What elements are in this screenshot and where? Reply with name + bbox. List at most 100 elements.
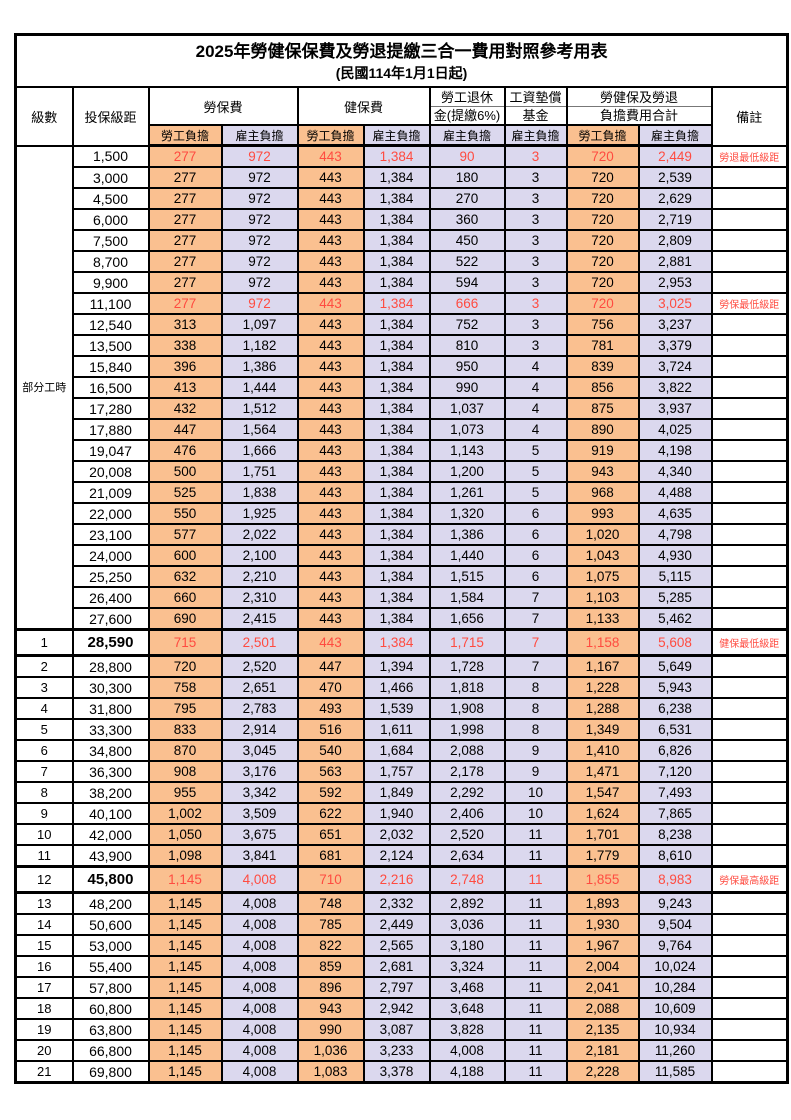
note-cell <box>710 187 789 210</box>
wage-fund-employer-cell: 5 <box>503 439 568 462</box>
bracket-cell: 7,500 <box>71 229 150 252</box>
labor-employee-cell: 1,002 <box>147 802 223 825</box>
labor-employee-cell: 500 <box>147 460 223 483</box>
wage-fund-employer-cell: 10 <box>503 781 568 804</box>
table-row: 10 42,000 1,050 3,675 651 2,032 2,520 11 1,701 8,… <box>14 823 789 846</box>
level-cell: 14 <box>14 913 74 936</box>
pension-employer-cell: 1,656 <box>428 607 506 631</box>
labor-employer-cell: 4,008 <box>220 891 299 915</box>
wage-fund-employer-cell: 3 <box>503 292 568 315</box>
total-employer-cell: 7,865 <box>637 802 713 825</box>
total-employee-cell: 1,349 <box>565 718 640 741</box>
labor-employer-cell: 2,914 <box>220 718 299 741</box>
pension-employer-cell: 4,008 <box>428 1039 506 1062</box>
health-employer-cell: 2,449 <box>362 913 431 936</box>
table-row: 12 45,800 1,145 4,008 710 2,216 2,748 11 1,855 8,… <box>14 865 789 894</box>
total-header-line1: 勞健保及勞退 <box>568 89 710 107</box>
pension-employer-cell: 522 <box>428 250 506 273</box>
wage-fund-employer-cell: 3 <box>503 334 568 357</box>
total-employer-cell: 7,493 <box>637 781 713 804</box>
table-row: 15,840 396 1,386 443 1,384 950 4 839 3,724 <box>16 355 789 378</box>
note-cell <box>710 586 789 609</box>
note-cell <box>710 997 789 1020</box>
table-title-block: 2025年勞健保保費及勞退提繳三合一費用對照參考用表 (民國114年1月1日起) <box>14 33 789 88</box>
total-employer-cell: 7,120 <box>637 760 713 783</box>
wage-fund-employer-cell: 3 <box>503 208 568 231</box>
note-cell <box>710 760 789 783</box>
pension-employer-cell: 3,468 <box>428 976 506 999</box>
total-employee-cell: 1,967 <box>565 934 640 957</box>
total-employee-cell: 720 <box>565 292 640 315</box>
table-row: 25,250 632 2,210 443 1,384 1,515 6 1,075 5,115 <box>16 565 789 588</box>
table-row: 20 66,800 1,145 4,008 1,036 3,233 4,008 11 2,181… <box>14 1039 789 1062</box>
note-cell <box>710 781 789 804</box>
health-employee-cell: 1,036 <box>296 1039 365 1062</box>
labor-employer-cell: 1,444 <box>220 376 299 399</box>
subheader-labor-employer: 雇主負擔 <box>220 124 299 147</box>
subheader-wage-fund-employer: 雇主負擔 <box>503 124 568 147</box>
labor-employee-cell: 758 <box>147 676 223 699</box>
pension-employer-cell: 3,180 <box>428 934 506 957</box>
health-employee-cell: 896 <box>296 976 365 999</box>
total-employer-cell: 3,724 <box>637 355 713 378</box>
pension-employer-cell: 1,584 <box>428 586 506 609</box>
health-employee-cell: 443 <box>296 292 365 315</box>
labor-employee-cell: 432 <box>147 397 223 420</box>
labor-employer-cell: 2,501 <box>220 628 299 657</box>
wage-fund-employer-cell: 7 <box>503 586 568 609</box>
note-cell <box>710 823 789 846</box>
health-employee-cell: 516 <box>296 718 365 741</box>
health-employee-cell: 443 <box>296 481 365 504</box>
table-row: 16,500 413 1,444 443 1,384 990 4 856 3,822 <box>16 376 789 399</box>
total-employee-cell: 2,004 <box>565 955 640 978</box>
bracket-cell: 12,540 <box>71 313 150 336</box>
wage-fund-employer-cell: 3 <box>503 250 568 273</box>
health-employer-cell: 1,384 <box>362 502 431 525</box>
bracket-cell: 57,800 <box>71 976 150 999</box>
pension-employer-cell: 990 <box>428 376 506 399</box>
total-employee-cell: 756 <box>565 313 640 336</box>
table-row: 8 38,200 955 3,342 592 1,849 2,292 10 1,547 7,493 <box>14 781 789 804</box>
total-employee-cell: 1,410 <box>565 739 640 762</box>
total-employee-cell: 1,075 <box>565 565 640 588</box>
total-employee-cell: 890 <box>565 418 640 441</box>
bracket-cell: 50,600 <box>71 913 150 936</box>
table-row: 27,600 690 2,415 443 1,384 1,656 7 1,133 5,462 <box>16 607 789 631</box>
note-cell <box>710 891 789 915</box>
health-employee-cell: 443 <box>296 460 365 483</box>
labor-employee-cell: 1,145 <box>147 865 223 894</box>
total-employee-cell: 1,547 <box>565 781 640 804</box>
labor-employer-cell: 972 <box>220 250 299 273</box>
labor-employee-cell: 1,145 <box>147 891 223 915</box>
total-employee-cell: 1,471 <box>565 760 640 783</box>
level-cell: 17 <box>14 976 74 999</box>
note-cell <box>710 697 789 720</box>
level-cell: 1 <box>14 628 74 657</box>
labor-employee-cell: 277 <box>147 166 223 189</box>
table-row: 19,047 476 1,666 443 1,384 1,143 5 919 4,198 <box>16 439 789 462</box>
health-employer-cell: 1,384 <box>362 481 431 504</box>
pension-employer-cell: 90 <box>428 144 506 168</box>
wage-fund-employer-cell: 4 <box>503 376 568 399</box>
health-employee-cell: 943 <box>296 997 365 1020</box>
labor-employer-cell: 3,045 <box>220 739 299 762</box>
labor-employee-cell: 277 <box>147 187 223 210</box>
labor-employer-cell: 2,310 <box>220 586 299 609</box>
labor-employee-cell: 1,145 <box>147 1039 223 1062</box>
note-cell <box>710 802 789 825</box>
total-employee-cell: 2,088 <box>565 997 640 1020</box>
labor-employee-cell: 277 <box>147 144 223 168</box>
col-header-level: 級數 <box>14 86 74 147</box>
wage-fund-employer-cell: 4 <box>503 418 568 441</box>
total-employee-cell: 968 <box>565 481 640 504</box>
note-cell <box>710 376 789 399</box>
note-cell <box>710 607 789 631</box>
table-row: 17,280 432 1,512 443 1,384 1,037 4 875 3,937 <box>16 397 789 420</box>
labor-employee-cell: 525 <box>147 481 223 504</box>
total-employee-cell: 1,228 <box>565 676 640 699</box>
health-employee-cell: 443 <box>296 586 365 609</box>
bracket-cell: 40,100 <box>71 802 150 825</box>
part-time-merged-cell: 部分工時 <box>14 144 74 631</box>
total-employee-cell: 720 <box>565 208 640 231</box>
total-employer-cell: 9,764 <box>637 934 713 957</box>
